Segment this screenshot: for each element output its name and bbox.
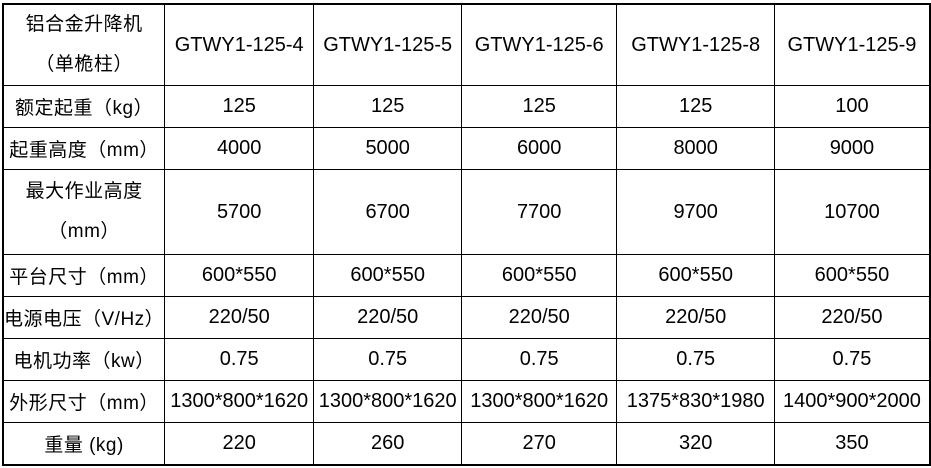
row-label: 电源电压（V/Hz） [2,296,166,339]
row-label: 平台尺寸（mm） [2,254,166,297]
spec-cell: 5000 [313,127,463,170]
spec-cell: 0.75 [164,338,315,381]
spec-cell: 600*550 [774,254,931,297]
table-row-power-voltage: 电源电压（V/Hz） 220/50 220/50 220/50 220/50 2… [2,296,931,339]
table-header-row: 铝合金升降机 （单桅柱） GTWY1-125-4 GTWY1-125-5 GTW… [2,3,931,86]
spec-cell: 100 [774,85,931,128]
spec-cell: 6000 [461,127,618,170]
spec-cell: 350 [774,422,931,465]
spec-cell: 220/50 [774,296,931,339]
product-title-line1: 铝合金升降机 [25,14,143,35]
row-label: 额定起重（kg） [2,85,166,128]
spec-cell: 4000 [164,127,315,170]
spec-cell: 10700 [774,169,931,255]
spec-cell: 125 [164,85,315,128]
table-row-weight: 重量 (kg) 220 260 270 320 350 [2,422,931,465]
spec-cell: 0.75 [616,338,776,381]
spec-cell: 125 [313,85,463,128]
spec-cell: 1375*830*1980 [616,380,776,423]
row-label: 起重高度（mm） [2,127,166,170]
spec-cell: 220 [164,422,315,465]
spec-cell: 8000 [616,127,776,170]
row-label: 外形尺寸（mm） [2,380,166,423]
table-row-lift-height: 起重高度（mm） 4000 5000 6000 8000 9000 [2,127,931,170]
spec-cell: 600*550 [616,254,776,297]
spec-cell: 1300*800*1620 [313,380,463,423]
spec-cell: 125 [616,85,776,128]
spec-cell: 6700 [313,169,463,255]
spec-cell: 9000 [774,127,931,170]
row-label: 重量 (kg) [2,422,166,465]
spec-cell: 9700 [616,169,776,255]
spec-cell: 0.75 [461,338,618,381]
model-header: GTWY1-125-8 [616,3,776,86]
row-label: 最大作业高度 （mm） [2,169,166,255]
spec-cell: 0.75 [313,338,463,381]
spec-cell: 0.75 [774,338,931,381]
spec-cell: 1300*800*1620 [461,380,618,423]
spec-cell: 7700 [461,169,618,255]
spec-cell: 125 [461,85,618,128]
spec-cell: 1400*900*2000 [774,380,931,423]
spec-cell: 600*550 [461,254,618,297]
product-title-line2: （单桅柱） [35,54,133,75]
model-header: GTWY1-125-9 [774,3,931,86]
model-header: GTWY1-125-6 [461,3,618,86]
spec-cell: 320 [616,422,776,465]
model-header: GTWY1-125-4 [164,3,315,86]
table-row-platform-size: 平台尺寸（mm） 600*550 600*550 600*550 600*550… [2,254,931,297]
model-header: GTWY1-125-5 [313,3,463,86]
spec-cell: 5700 [164,169,315,255]
table-row-overall-dimensions: 外形尺寸（mm） 1300*800*1620 1300*800*1620 130… [2,380,931,423]
spec-table: 铝合金升降机 （单桅柱） GTWY1-125-4 GTWY1-125-5 GTW… [2,3,931,466]
spec-cell: 220/50 [313,296,463,339]
spec-cell: 600*550 [164,254,315,297]
row-label-line2: （mm） [48,221,120,242]
table-row-motor-power: 电机功率（kw） 0.75 0.75 0.75 0.75 0.75 [2,338,931,381]
spec-cell: 220/50 [164,296,315,339]
product-title-cell: 铝合金升降机 （单桅柱） [2,3,166,86]
spec-cell: 270 [461,422,618,465]
table-row-rated-load: 额定起重（kg） 125 125 125 125 100 [2,85,931,128]
row-label: 电机功率（kw） [2,338,166,381]
spec-cell: 600*550 [313,254,463,297]
spec-cell: 260 [313,422,463,465]
table-row-max-working-height: 最大作业高度 （mm） 5700 6700 7700 9700 10700 [2,169,931,255]
row-label-line1: 最大作业高度 [25,181,143,202]
spec-cell: 220/50 [616,296,776,339]
spec-cell: 220/50 [461,296,618,339]
spec-cell: 1300*800*1620 [164,380,315,423]
